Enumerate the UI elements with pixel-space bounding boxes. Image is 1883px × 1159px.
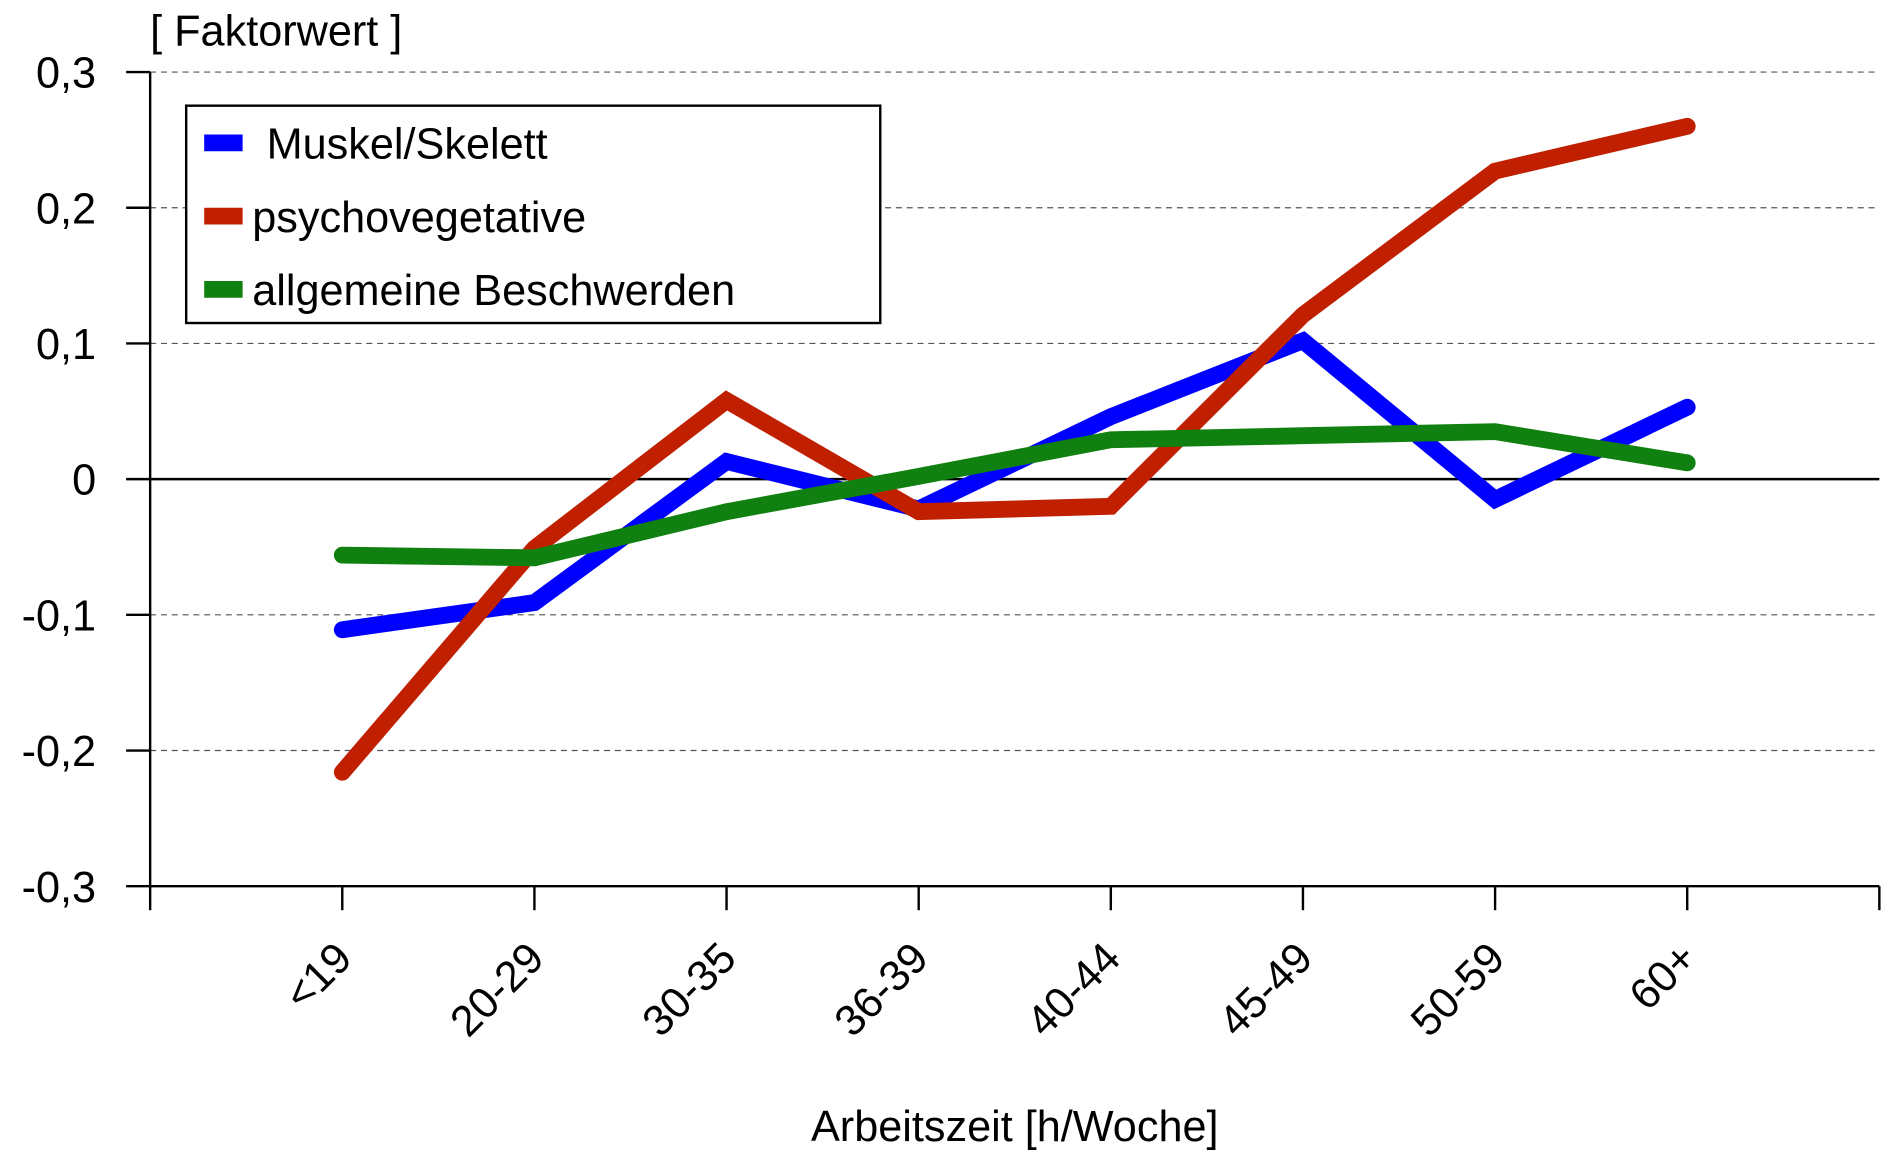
line-series — [333, 117, 1696, 781]
x-tick-label: 40-44 — [1018, 934, 1130, 1046]
x-tick-label: <19 — [276, 934, 362, 1020]
y-tick-label: 0 — [72, 457, 96, 505]
y-tick-label: -0,3 — [22, 864, 96, 912]
y-tick-label: -0,2 — [22, 728, 96, 776]
x-tick-label: 20-29 — [441, 934, 553, 1046]
y-axis-label: [ Faktorwert ] — [150, 8, 402, 56]
y-tick-label: 0,2 — [36, 185, 96, 233]
legend-label: Muskel/Skelett — [267, 121, 548, 169]
y-tick-label: 0,3 — [36, 50, 96, 98]
x-axis-label: Arbeitszeit [h/Woche] — [811, 1103, 1219, 1151]
x-tick-label: 45-49 — [1210, 934, 1322, 1046]
x-tick-label: 30-35 — [634, 934, 746, 1046]
x-tick-label: 50-59 — [1402, 934, 1514, 1046]
legend-box — [184, 104, 882, 325]
legend-label: psychovegetative — [252, 194, 586, 242]
legend-label: allgemeine Beschwerden — [252, 267, 735, 315]
line-series — [333, 423, 1696, 567]
x-tick-label: 36-39 — [826, 934, 938, 1046]
line-series — [333, 331, 1696, 639]
y-tick-label: 0,1 — [36, 321, 96, 369]
x-tick-label: 60+ — [1621, 934, 1707, 1020]
y-tick-label: -0,1 — [22, 592, 96, 640]
